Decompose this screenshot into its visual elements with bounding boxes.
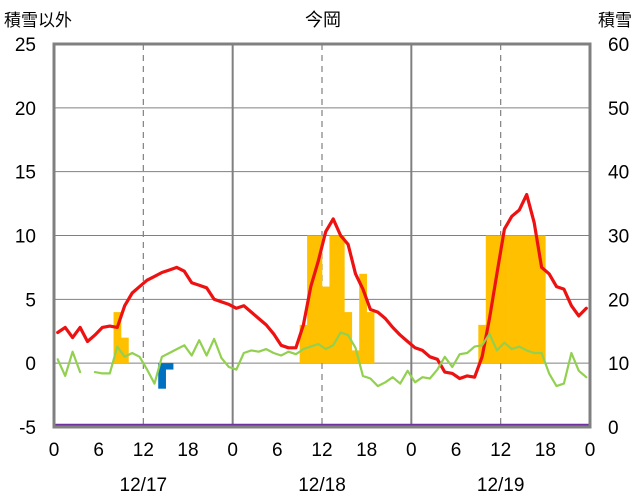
precip-bar — [158, 363, 166, 389]
x-tick-label: 12 — [490, 440, 511, 461]
date-label: 12/19 — [477, 475, 525, 496]
right-tick-label: 30 — [608, 227, 629, 248]
precip-bar — [165, 363, 174, 370]
snowfall-bar — [485, 235, 494, 364]
snowfall-bar — [493, 235, 501, 364]
temperature-line — [56, 193, 588, 381]
plot-border — [52, 42, 592, 429]
chart-title: 今岡 — [305, 10, 341, 30]
right-tick-label: 0 — [608, 418, 619, 439]
x-tick-label: 18 — [535, 440, 556, 461]
left-tick-label: 20 — [15, 99, 36, 120]
snowfall-bar — [351, 350, 360, 364]
right-tick-label: 50 — [608, 99, 629, 120]
left-tick-label: 5 — [25, 290, 36, 311]
x-tick-label: 12 — [133, 440, 154, 461]
snowfall-bar — [329, 235, 338, 364]
left-tick-label: 0 — [25, 354, 36, 375]
x-tick-label: 0 — [49, 440, 60, 461]
right-tick-label: 60 — [608, 35, 629, 56]
snowfall-bar — [314, 235, 323, 364]
snowfall-bar — [359, 273, 367, 364]
x-tick-label: 0 — [585, 440, 596, 461]
right-tick-label: 10 — [608, 354, 629, 375]
snowfall-bar — [344, 312, 353, 364]
snowfall-bar — [113, 312, 122, 364]
left-tick-label: 10 — [15, 227, 36, 248]
right-tick-label: 20 — [608, 290, 629, 311]
wind-line — [93, 331, 588, 388]
x-tick-label: 0 — [406, 440, 417, 461]
snowfall-bar — [299, 324, 308, 364]
x-tick-label: 0 — [227, 440, 238, 461]
snowfall-bar — [366, 312, 375, 364]
right-tick-label: 40 — [608, 163, 629, 184]
x-tick-label: 6 — [272, 440, 283, 461]
snowfall-bar — [523, 235, 531, 364]
x-tick-label: 12 — [311, 440, 332, 461]
date-label: 12/17 — [120, 475, 168, 496]
x-tick-label: 18 — [356, 440, 377, 461]
date-label: 12/18 — [298, 475, 346, 496]
snowfall-bar — [508, 235, 516, 364]
snowfall-bar — [530, 235, 539, 364]
x-tick-label: 6 — [93, 440, 104, 461]
bar-series — [113, 235, 546, 389]
snowfall-bar — [322, 286, 330, 364]
x-tick-label: 6 — [451, 440, 462, 461]
right-axis-label: 積雪 — [598, 11, 632, 30]
left-tick-label: -5 — [19, 418, 36, 439]
x-tick-label: 18 — [177, 440, 198, 461]
snowfall-bar — [307, 235, 315, 364]
left-tick-label: 15 — [15, 163, 36, 184]
wind-line — [56, 350, 82, 377]
snowfall-bar — [515, 235, 524, 364]
snowfall-bar — [500, 235, 509, 364]
snowfall-bar — [336, 235, 345, 364]
snowfall-bar — [121, 337, 129, 364]
left-axis-label: 積雪以外 — [4, 11, 72, 30]
plot-frame — [52, 42, 592, 429]
snowfall-bar — [537, 235, 546, 364]
left-tick-label: 25 — [15, 35, 36, 56]
